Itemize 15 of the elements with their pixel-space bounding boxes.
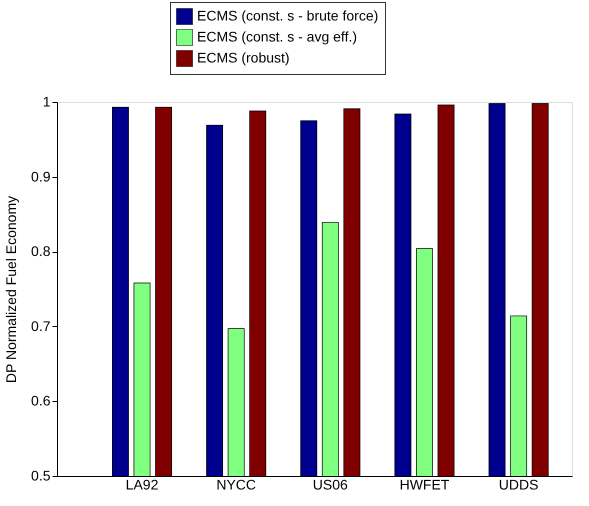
y-tick-label: 0.8 <box>31 243 51 260</box>
x-tick-label: US06 <box>312 476 348 492</box>
legend-label: ECMS (const. s - brute force) <box>197 8 378 24</box>
legend-label: ECMS (const. s - avg eff.) <box>197 28 358 44</box>
y-tick-label: 1 <box>42 94 51 110</box>
x-tick-label: HWFET <box>400 476 450 492</box>
y-tick-label: 0.6 <box>31 392 51 409</box>
x-tick-label: LA92 <box>126 476 159 492</box>
legend-label: ECMS (robust) <box>197 50 290 66</box>
y-axis-title: DP Normalized Fuel Economy <box>3 196 20 384</box>
y-tick-label: 0.7 <box>31 318 51 334</box>
y-tick-label: 0.5 <box>31 468 51 484</box>
y-tick-label: 0.9 <box>31 168 51 184</box>
x-tick-label: NYCC <box>216 476 256 492</box>
x-tick-label: UDDS <box>498 476 538 492</box>
